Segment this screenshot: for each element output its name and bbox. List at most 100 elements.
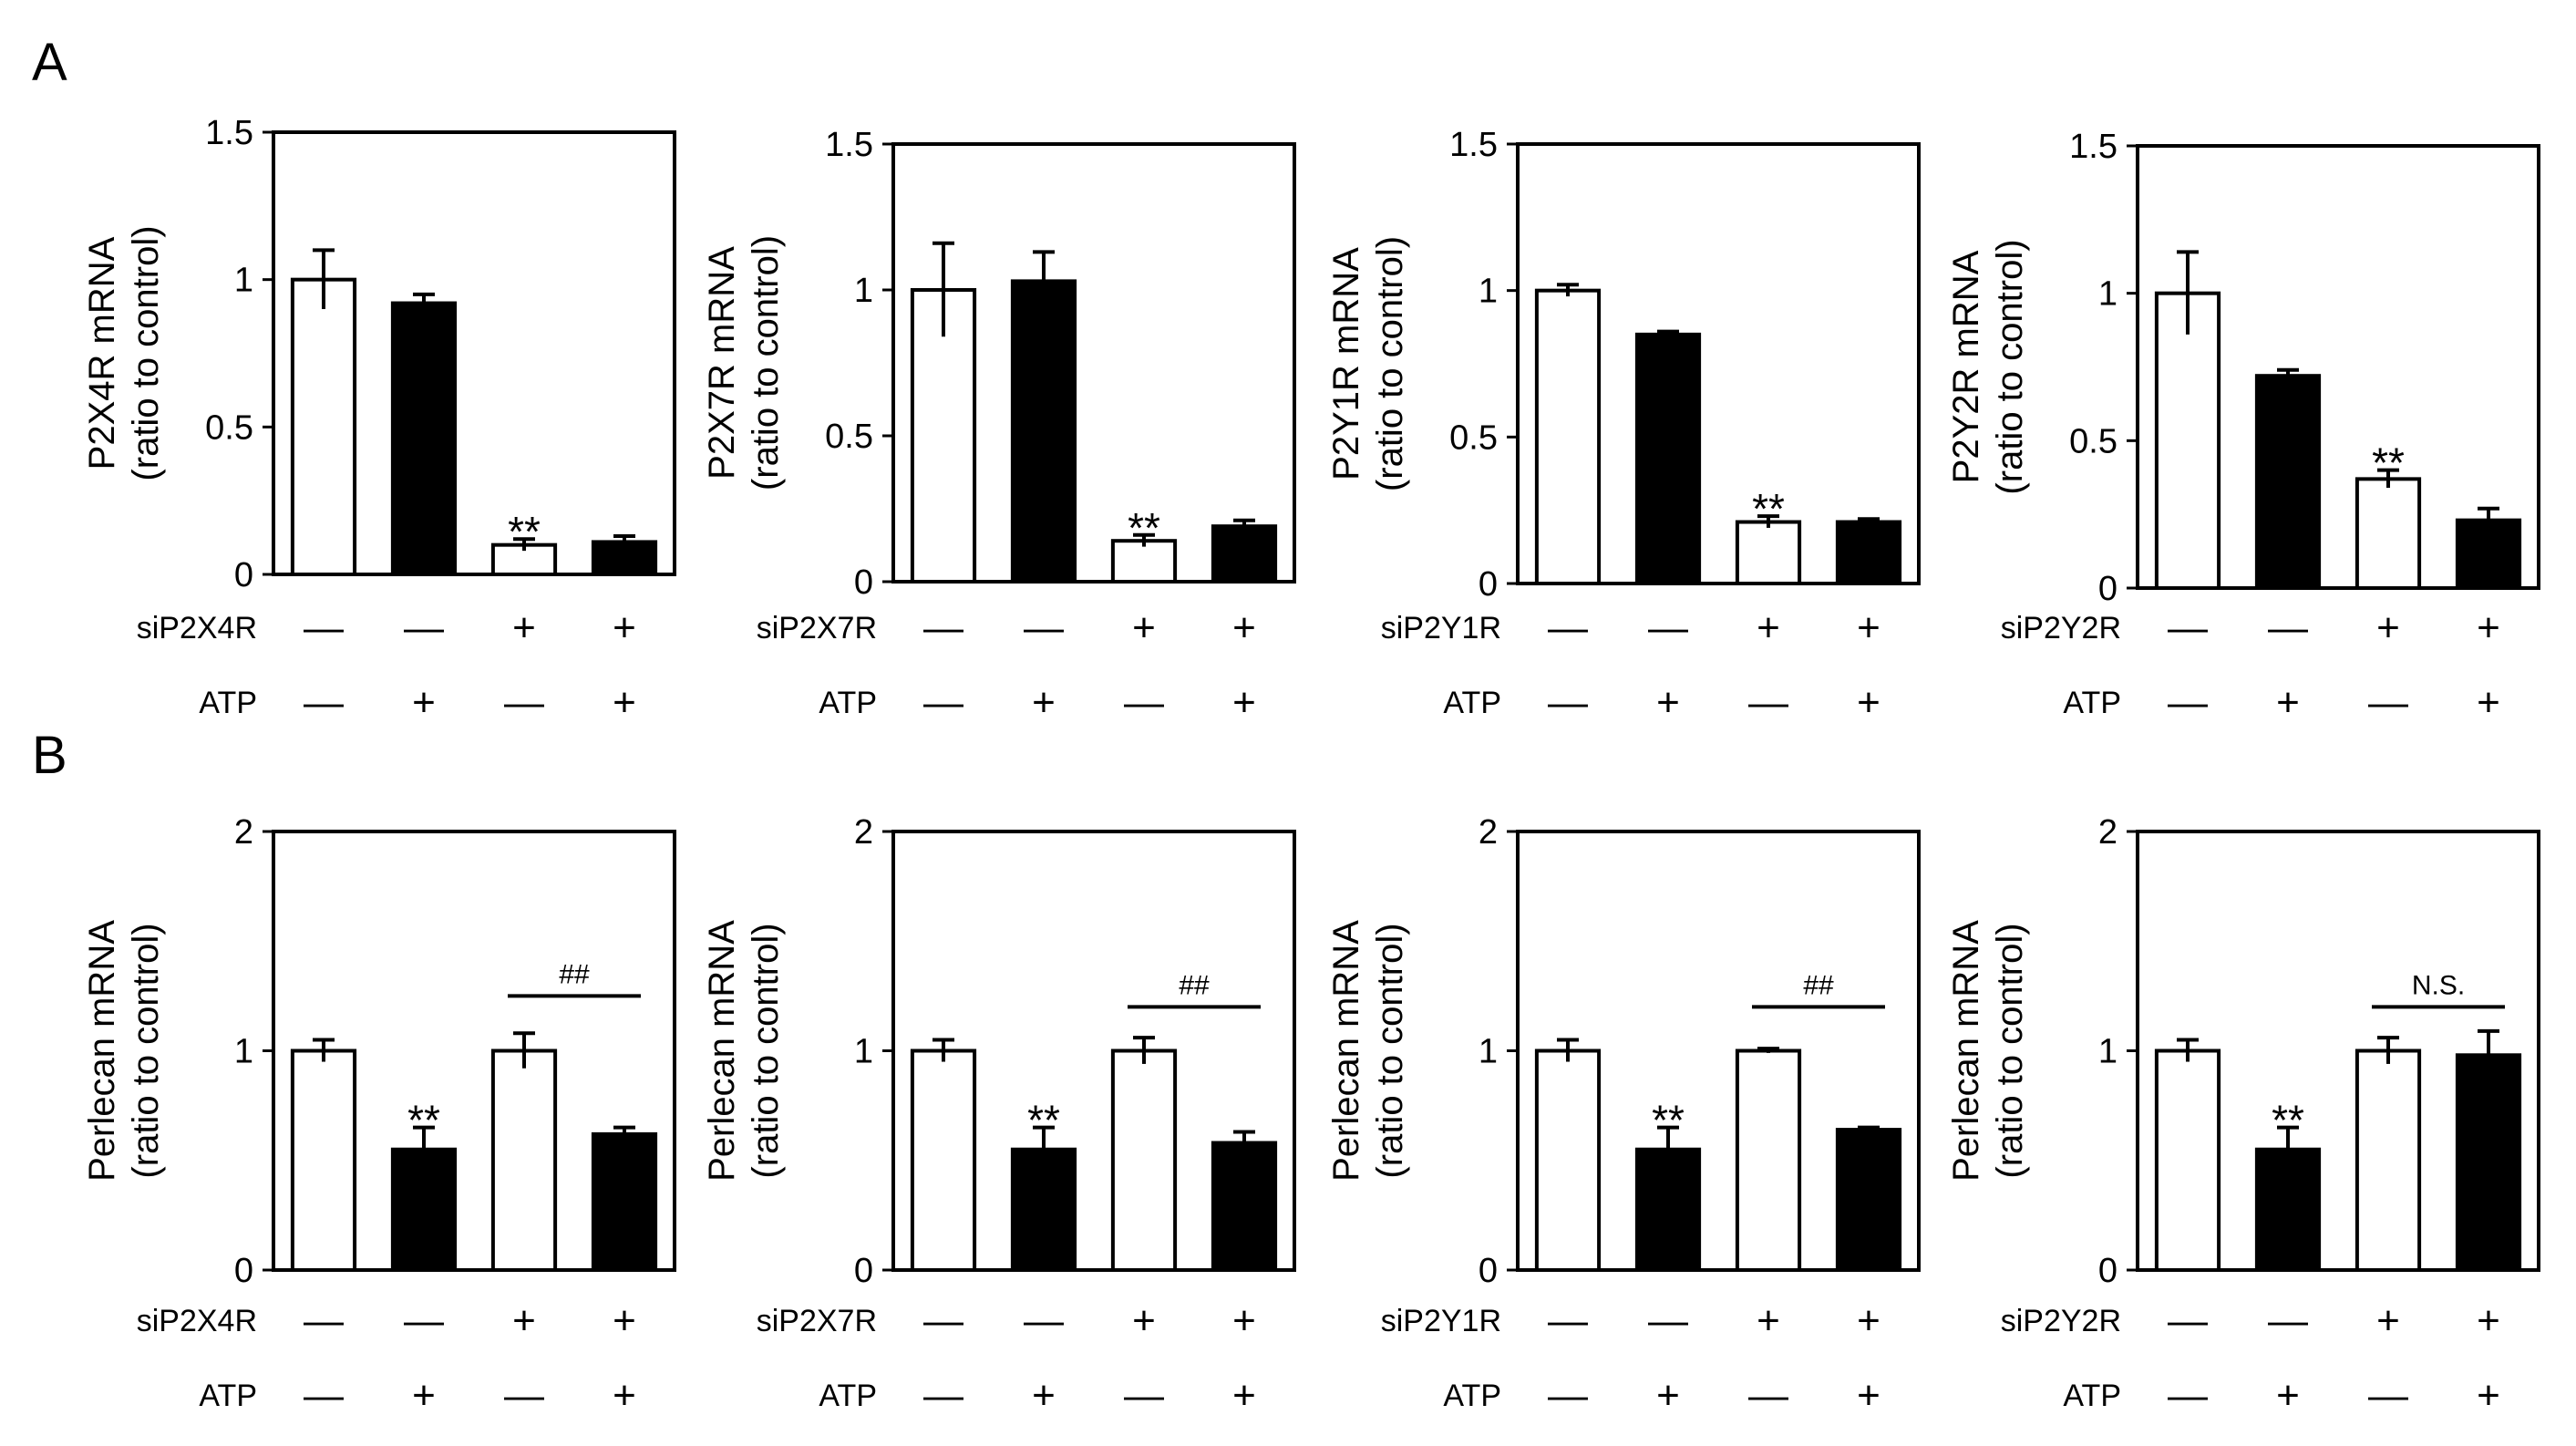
condition-mark: + xyxy=(1032,680,1056,725)
bar xyxy=(2354,477,2422,590)
significance-marker: ** xyxy=(2272,1097,2304,1144)
y-tick-label: 0.5 xyxy=(825,418,873,456)
bar xyxy=(591,1131,658,1273)
panel-label-b: B xyxy=(32,726,67,785)
significance-marker: ** xyxy=(1652,1097,1685,1144)
y-tick-label: 1 xyxy=(234,262,253,300)
condition-label: siP2X7R xyxy=(757,611,877,646)
plot-frame xyxy=(1516,142,1921,585)
condition-label: ATP xyxy=(819,1379,877,1413)
condition-mark: + xyxy=(613,605,636,650)
y-axis-label: (ratio to control) xyxy=(1370,923,1410,1178)
y-axis-label: Perlecan mRNA xyxy=(1946,920,1986,1182)
y-axis-label: Perlecan mRNA xyxy=(1326,920,1366,1182)
y-tick-label: 0 xyxy=(1479,565,1498,604)
y-tick-label: 0 xyxy=(1479,1252,1498,1290)
y-tick-label: 1 xyxy=(1479,273,1498,311)
condition-label: siP2Y2R xyxy=(2001,611,2121,646)
condition-label: siP2X4R xyxy=(137,611,257,646)
condition-mark: + xyxy=(512,1298,536,1343)
y-tick-label: 1.5 xyxy=(825,126,873,164)
y-tick-label: 1.5 xyxy=(205,114,253,152)
condition-label: ATP xyxy=(1443,686,1501,720)
chart-7: 0 1 2 Perlecan mRNA (ratio to control) ** ## si… xyxy=(1326,813,1921,1418)
bar xyxy=(1835,1128,1902,1272)
condition-mark: — xyxy=(404,605,444,650)
significance-marker: ** xyxy=(407,1097,440,1144)
condition-label: ATP xyxy=(819,686,877,720)
condition-label: siP2Y1R xyxy=(1381,1304,1501,1338)
condition-label: siP2Y1R xyxy=(1381,611,1501,646)
bar xyxy=(2154,1048,2221,1272)
y-axis-label: (ratio to control) xyxy=(746,923,786,1178)
y-tick-label: 0 xyxy=(854,1252,873,1290)
condition-mark: — xyxy=(404,1298,444,1343)
condition-mark: + xyxy=(2477,680,2500,725)
y-tick-label: 0 xyxy=(2098,1252,2117,1290)
chart-6: 0 1 2 Perlecan mRNA (ratio to control) ** ## si… xyxy=(702,813,1296,1418)
y-axis-label: (ratio to control) xyxy=(746,235,786,491)
condition-mark: + xyxy=(1757,1298,1780,1343)
condition-mark: — xyxy=(1748,1373,1788,1418)
condition-mark: — xyxy=(2168,1298,2208,1343)
significance-marker: ** xyxy=(1752,485,1785,532)
condition-mark: + xyxy=(1656,1373,1680,1418)
y-tick-label: 1 xyxy=(2098,1033,2117,1071)
condition-mark: — xyxy=(304,680,344,725)
condition-mark: — xyxy=(2168,1373,2208,1418)
bracket-label: ## xyxy=(1179,970,1210,1000)
condition-mark: — xyxy=(504,1373,544,1418)
condition-mark: — xyxy=(1124,680,1164,725)
bar xyxy=(1010,279,1077,584)
panel-label-a: A xyxy=(32,33,67,92)
condition-mark: — xyxy=(2368,680,2408,725)
y-tick-label: 1.5 xyxy=(2069,128,2117,166)
condition-mark: + xyxy=(1757,605,1780,650)
condition-mark: — xyxy=(1748,680,1788,725)
condition-mark: — xyxy=(304,605,344,650)
condition-label: ATP xyxy=(1443,1379,1501,1413)
condition-mark: + xyxy=(412,680,436,725)
condition-mark: — xyxy=(923,1298,963,1343)
condition-mark: — xyxy=(304,1298,344,1343)
condition-mark: + xyxy=(2477,605,2500,650)
chart-2: 0 0.5 1 1.5 P2X7R mRNA (ratio to control) ** si… xyxy=(702,126,1296,725)
bar xyxy=(2154,291,2221,590)
y-tick-label: 2 xyxy=(854,813,873,852)
y-axis-label: P2X7R mRNA xyxy=(702,246,742,480)
condition-mark: — xyxy=(1548,1298,1588,1343)
bar xyxy=(390,301,458,576)
condition-mark: + xyxy=(512,605,536,650)
condition-mark: + xyxy=(1232,680,1256,725)
condition-mark: — xyxy=(923,1373,963,1418)
y-axis-label: Perlecan mRNA xyxy=(702,920,742,1182)
condition-mark: + xyxy=(1857,1373,1880,1418)
condition-mark: + xyxy=(1032,1373,1056,1418)
y-axis-label: P2Y2R mRNA xyxy=(1946,250,1986,483)
bar xyxy=(2455,1053,2522,1273)
bracket-label: ## xyxy=(559,959,590,989)
y-tick-label: 1 xyxy=(2098,275,2117,314)
condition-mark: + xyxy=(2276,1373,2300,1418)
condition-mark: + xyxy=(2477,1298,2500,1343)
condition-mark: + xyxy=(1857,605,1880,650)
bar xyxy=(290,1048,357,1272)
condition-mark: — xyxy=(923,605,963,650)
condition-mark: — xyxy=(923,680,963,725)
condition-mark: — xyxy=(504,680,544,725)
condition-mark: — xyxy=(1648,1298,1688,1343)
condition-mark: + xyxy=(1232,605,1256,650)
condition-mark: + xyxy=(613,680,636,725)
significance-marker: ** xyxy=(1128,504,1160,552)
condition-mark: — xyxy=(1648,605,1688,650)
significance-marker: ** xyxy=(508,508,541,555)
condition-mark: — xyxy=(1124,1373,1164,1418)
plot-frame xyxy=(2136,144,2540,590)
y-tick-label: 0 xyxy=(234,1252,253,1290)
bar xyxy=(2254,374,2322,591)
bar xyxy=(490,1048,558,1272)
condition-mark: + xyxy=(1656,680,1680,725)
bar xyxy=(1534,288,1602,585)
